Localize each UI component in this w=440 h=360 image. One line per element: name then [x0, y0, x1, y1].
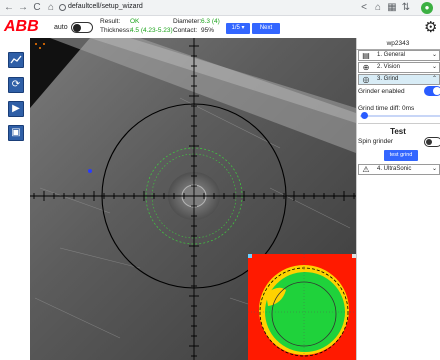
toggle-knob — [426, 138, 432, 145]
thickness-value: 4.5 (4.23-5.23) — [130, 27, 173, 34]
diameter-label: Diameter: — [173, 18, 202, 25]
extensions-icon[interactable]: ▦ — [387, 2, 397, 13]
grind-time-slider[interactable] — [360, 115, 440, 117]
chevron-down-icon: ⌄ — [431, 166, 437, 172]
spin-grinder-toggle[interactable] — [424, 137, 440, 147]
result-value: OK — [130, 18, 140, 25]
toggle-knob — [73, 23, 81, 32]
step-grind[interactable]: ◎ 3. Grind ⌃ — [358, 74, 440, 85]
panel-title: wp2343 — [356, 40, 440, 50]
step-label: 1. General — [377, 52, 406, 58]
abb-logo: ABB — [4, 18, 39, 35]
app-header — [0, 16, 440, 38]
camera-image — [30, 38, 356, 360]
grinder-enabled-toggle[interactable] — [424, 86, 440, 96]
heatmap-image — [248, 254, 356, 360]
step-general[interactable]: ▤ 1. General ⌄ — [358, 50, 440, 61]
contact-value: 95% — [201, 27, 215, 34]
address-bar[interactable]: defaultcell/setup_wizard — [68, 3, 143, 10]
test-section-title: Test — [390, 127, 406, 136]
bookmark-icon[interactable]: ⌂ — [374, 2, 382, 13]
thickness-label: Thickness: — [100, 27, 132, 34]
video-icon[interactable]: ▶ — [8, 101, 24, 117]
camera-view[interactable] — [30, 38, 356, 360]
grinder-icon: ◎ — [362, 75, 370, 84]
browser-toolbar — [0, 0, 440, 16]
chevron-up-icon: ⌃ — [431, 76, 437, 82]
refresh-icon[interactable]: ⟳ — [8, 77, 24, 93]
toggle-knob — [433, 87, 440, 95]
chevron-down-icon: ⌄ — [431, 64, 437, 70]
chevron-down-icon: ⌄ — [431, 52, 437, 58]
next-button[interactable]: Next — [252, 23, 280, 34]
back-icon[interactable]: ← — [4, 2, 14, 13]
save-icon[interactable]: ▣ — [8, 125, 24, 141]
test-grind-button[interactable]: test grind — [384, 150, 418, 161]
spin-grinder-label: Spin grinder — [358, 138, 394, 145]
list-icon: ▤ — [362, 51, 370, 60]
contact-label: Contact: — [173, 27, 198, 34]
contact-heatmap — [248, 254, 356, 360]
chart-glyph — [10, 55, 22, 64]
chart-icon[interactable] — [8, 52, 24, 68]
forward-icon[interactable]: → — [18, 2, 28, 13]
crosshair-icon: ⊕ — [362, 63, 370, 72]
slider-handle[interactable] — [361, 112, 368, 119]
page-select[interactable]: 1/5 ▾ — [226, 23, 250, 34]
profile-icon[interactable]: ● — [421, 2, 433, 14]
result-label: Result: — [100, 18, 121, 25]
home-icon[interactable]: ⌂ — [47, 2, 55, 13]
share-icon[interactable]: < — [361, 2, 367, 13]
step-label: 3. Grind — [377, 76, 399, 82]
ultrasonic-icon: ⚠ — [362, 165, 370, 174]
divider — [358, 123, 440, 124]
auto-label: auto — [54, 24, 68, 31]
step-vision[interactable]: ⊕ 2. Vision ⌄ — [358, 62, 440, 73]
gear-icon[interactable]: ⚙ — [424, 19, 438, 36]
diameter-value: 6.3 (4) — [201, 18, 220, 25]
grind-time-diff-label: Grind time diff: 0ms — [358, 105, 415, 112]
site-info-icon[interactable] — [59, 4, 66, 11]
step-ultrasonic[interactable]: ⚠ 4. UltraSonic ⌄ — [358, 164, 440, 175]
auto-toggle[interactable] — [71, 22, 93, 33]
reload-icon[interactable]: C — [33, 2, 41, 13]
step-label: 2. Vision — [377, 64, 400, 70]
grinder-enabled-label: Grinder enabled — [358, 88, 405, 95]
sync-icon[interactable]: ⇅ — [401, 2, 411, 13]
step-label: 4. UltraSonic — [377, 166, 412, 172]
